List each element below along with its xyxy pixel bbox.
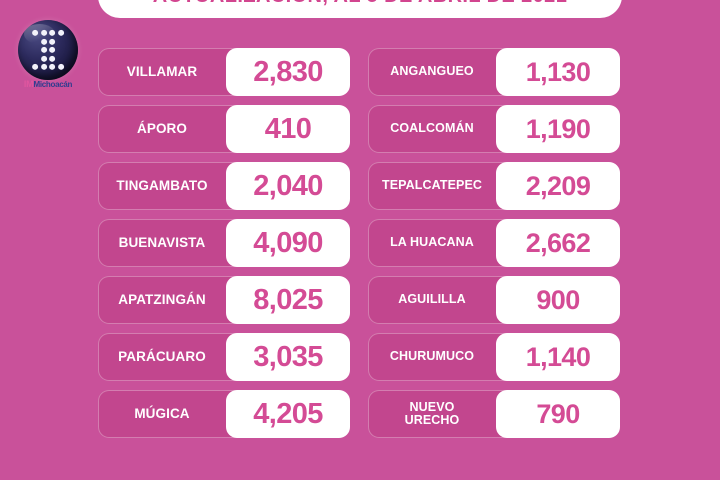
table-row: TINGAMBATO 2,040	[98, 162, 350, 210]
sphere-icon	[18, 20, 78, 80]
row-municipality-label: CHURUMUCO	[389, 349, 475, 364]
row-municipality-label: PARÁCUARO	[118, 348, 206, 364]
table-row: PARÁCUARO 3,035	[98, 333, 350, 381]
page-title: ACTUALIZACIÓN, AL 5 DE ABRIL DE 2021	[153, 0, 567, 6]
left-column: VILLAMAR 2,830 ÁPORO 410 TINGAMBATO 2,040 BUEN…	[98, 48, 350, 438]
row-municipality-label: AGUILILLA	[398, 292, 466, 307]
logo: IMMichoacán	[10, 20, 86, 90]
row-count-value: 3,035	[226, 333, 350, 381]
logo-text-primary: IM	[23, 79, 34, 89]
logo-wordmark: IMMichoacán	[10, 80, 86, 89]
row-count-value: 2,830	[226, 48, 350, 96]
logo-text-secondary: Michoacán	[33, 80, 73, 89]
table-row: COALCOMÁN 1,190	[368, 105, 620, 153]
table-row: AGUILILLA 900	[368, 276, 620, 324]
right-column: ANGANGUEO 1,130 COALCOMÁN 1,190 TEPALCATEPEC…	[368, 48, 620, 438]
table-row: VILLAMAR 2,830	[98, 48, 350, 96]
row-count-value: 1,130	[496, 48, 620, 96]
table-row: ANGANGUEO 1,130	[368, 48, 620, 96]
sphere-gloss	[24, 23, 56, 44]
row-count-value: 410	[226, 105, 350, 153]
row-municipality-label: MÚGICA	[134, 405, 190, 421]
row-count-value: 790	[496, 390, 620, 438]
row-municipality-label: VILLAMAR	[126, 63, 198, 79]
table-row: BUENAVISTA 4,090	[98, 219, 350, 267]
row-municipality-label: TEPALCATEPEC	[381, 178, 483, 193]
row-count-value: 2,209	[496, 162, 620, 210]
row-count-value: 2,040	[226, 162, 350, 210]
table-row: TEPALCATEPEC 2,209	[368, 162, 620, 210]
row-municipality-label: LA HUACANA	[390, 235, 474, 250]
table-row: CHURUMUCO 1,140	[368, 333, 620, 381]
header-banner: ACTUALIZACIÓN, AL 5 DE ABRIL DE 2021	[98, 0, 622, 18]
row-count-value: 4,090	[226, 219, 350, 267]
row-count-value: 2,662	[496, 219, 620, 267]
data-columns: VILLAMAR 2,830 ÁPORO 410 TINGAMBATO 2,040 BUEN…	[0, 48, 720, 438]
row-municipality-label: TINGAMBATO	[116, 177, 208, 193]
row-municipality-label: APATZINGÁN	[118, 291, 206, 307]
row-municipality-label: BUENAVISTA	[118, 234, 206, 250]
row-count-value: 900	[496, 276, 620, 324]
table-row: NUEVO URECHO 790	[368, 390, 620, 438]
table-row: MÚGICA 4,205	[98, 390, 350, 438]
row-count-value: 1,190	[496, 105, 620, 153]
row-count-value: 4,205	[226, 390, 350, 438]
table-row: APATZINGÁN 8,025	[98, 276, 350, 324]
row-count-value: 8,025	[226, 276, 350, 324]
row-municipality-label: ANGANGUEO	[390, 64, 474, 79]
row-municipality-label: COALCOMÁN	[390, 121, 474, 136]
dot-grid-icon	[32, 29, 64, 71]
row-municipality-label: NUEVO URECHO	[404, 399, 460, 427]
row-count-value: 1,140	[496, 333, 620, 381]
row-municipality-label: ÁPORO	[136, 120, 187, 136]
table-row: LA HUACANA 2,662	[368, 219, 620, 267]
table-row: ÁPORO 410	[98, 105, 350, 153]
